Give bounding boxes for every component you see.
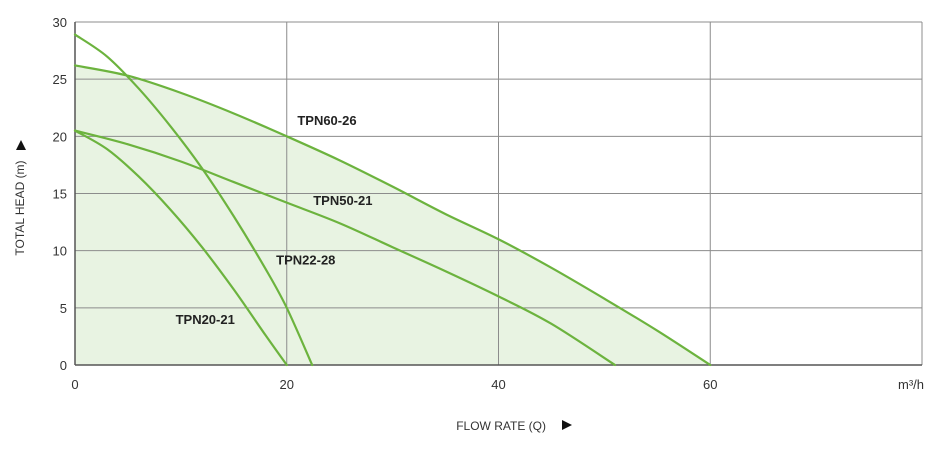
y-tick-label: 30: [53, 15, 67, 30]
y-tick-label: 15: [53, 187, 67, 202]
curve-label-tpn20-21: TPN20-21: [176, 312, 235, 327]
grid: [75, 21, 923, 365]
x-axis-arrow-icon: [562, 420, 572, 430]
axes: [74, 22, 922, 366]
y-axis-arrow-icon: [16, 140, 26, 150]
curve-labels: TPN60-26 TPN50-21 TPN22-28 TPN20-21: [176, 113, 373, 327]
curve-tpn50-21: [73, 129, 617, 367]
curve-tpn60-26: [73, 64, 712, 367]
curves: [73, 33, 712, 367]
y-tick-label: 25: [53, 72, 67, 87]
tick-labels: 0 5 10 15 20 25 30 0 20 40 60: [53, 15, 718, 392]
x-tick-label: 60: [703, 377, 717, 392]
x-axis-title: FLOW RATE (Q): [456, 419, 546, 433]
y-tick-label: 5: [60, 301, 67, 316]
y-tick-label: 10: [53, 244, 67, 259]
curve-label-tpn60-26: TPN60-26: [297, 113, 356, 128]
y-tick-label: 0: [60, 358, 67, 373]
x-axis-unit: m³/h: [898, 377, 924, 392]
performance-envelope-fill: [75, 65, 711, 366]
curve-label-tpn22-28: TPN22-28: [276, 252, 335, 267]
x-tick-label: 0: [71, 377, 78, 392]
curve-label-tpn50-21: TPN50-21: [313, 193, 372, 208]
x-tick-label: 20: [280, 377, 294, 392]
curve-tpn22-28: [73, 33, 314, 367]
y-axis-title: TOTAL HEAD (m): [13, 160, 27, 255]
curve-tpn20-21: [73, 129, 288, 367]
envelope-area: [75, 65, 711, 366]
x-tick-label: 40: [491, 377, 505, 392]
y-tick-label: 20: [53, 129, 67, 144]
